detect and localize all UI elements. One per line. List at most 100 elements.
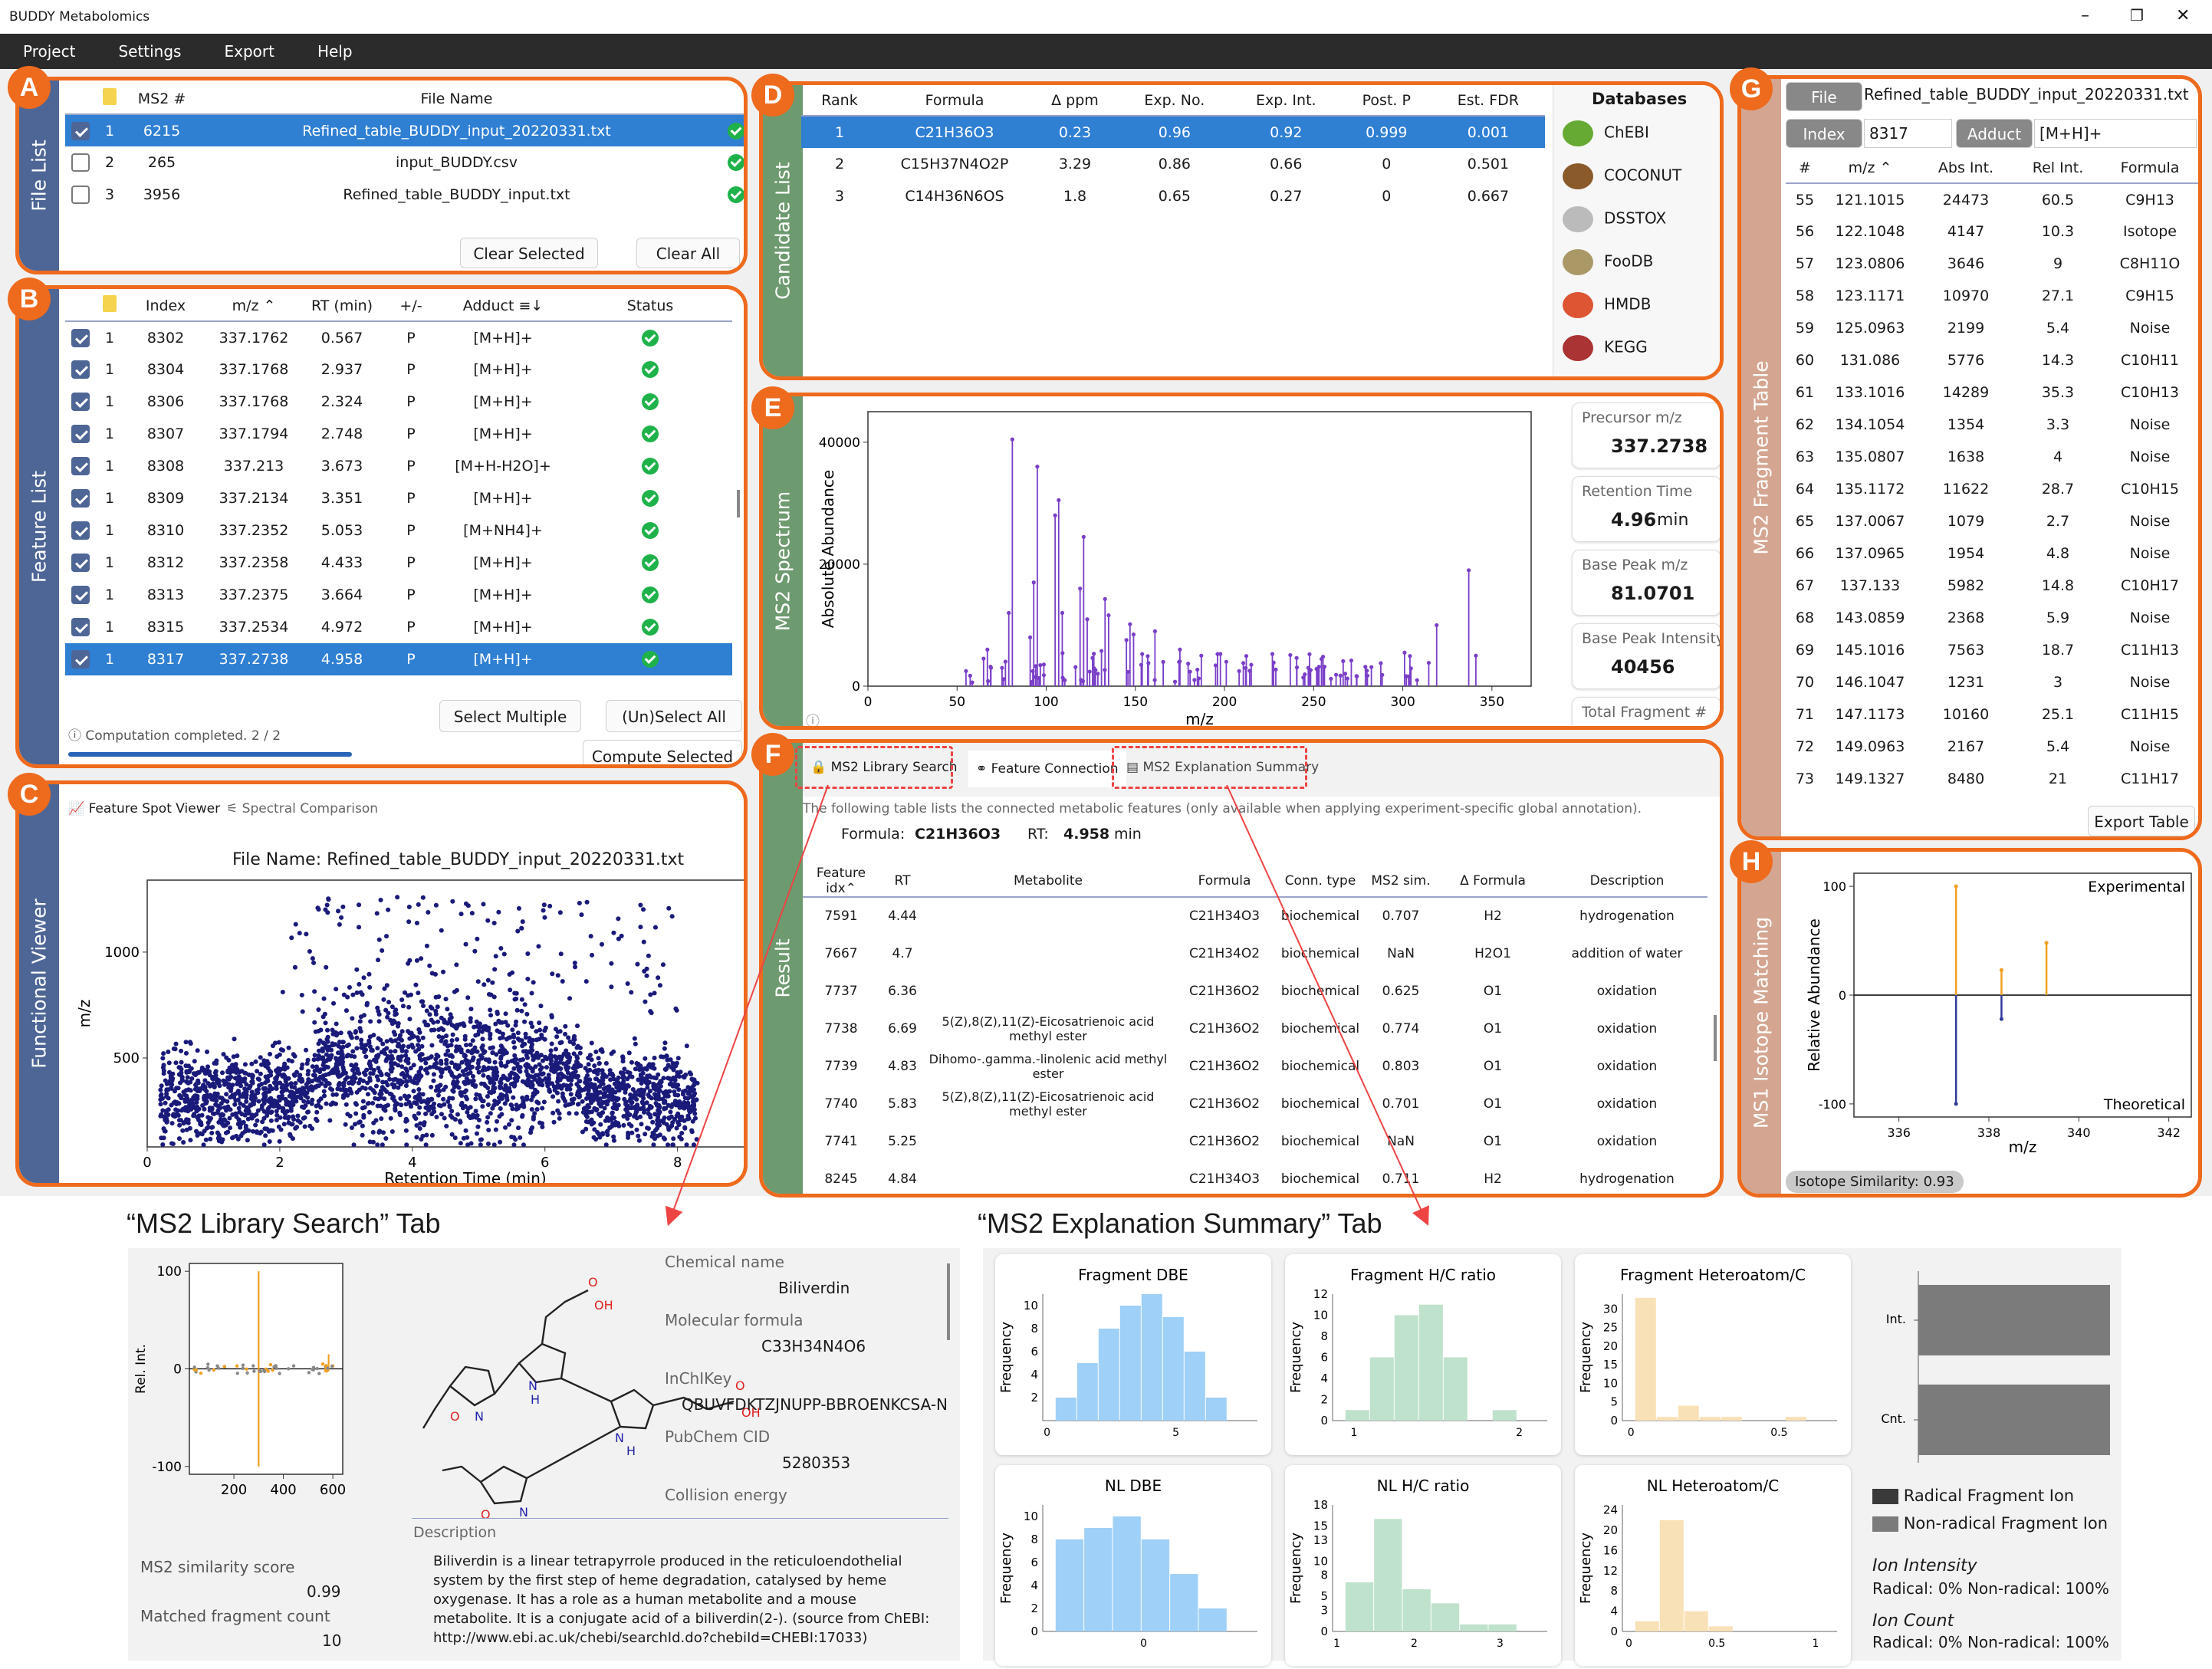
row-checkbox[interactable]	[71, 521, 90, 540]
table-row[interactable]: 71 147.1173 10160 25.1 C11H15	[1795, 706, 2179, 723]
adduct-button[interactable]: Adduct	[1956, 119, 2033, 148]
mirror-plot[interactable]: 200 400 600 100 0 -100 Rel. Int.	[128, 1248, 412, 1532]
menu-export[interactable]: Export	[224, 42, 274, 61]
row-checkbox[interactable]	[71, 425, 90, 443]
table-row[interactable]: 1 8306 337.1768 2.324 P [M+H]+	[65, 386, 732, 418]
table-row[interactable]: 68 143.0859 2368 5.9 Noise	[1795, 609, 2171, 626]
row-checkbox[interactable]	[71, 554, 90, 572]
table-row[interactable]: 67 137.133 5982 14.8 C10H17	[1795, 577, 2179, 594]
minimize-button[interactable]: –	[2081, 6, 2089, 25]
table-row[interactable]: 55 121.1015 24473 60.5 C9H13	[1795, 191, 2174, 209]
menu-project[interactable]: Project	[23, 42, 76, 61]
table-row[interactable]: 1 8310 337.2352 5.053 P [M+NH4]+	[65, 514, 732, 547]
table-row[interactable]: 1 8312 337.2358 4.433 P [M+H]+	[65, 547, 732, 579]
database-item[interactable]: ChEBI	[1563, 120, 1649, 146]
tab-feature-spot-viewer[interactable]: 📈 Feature Spot Viewer	[68, 801, 221, 816]
database-item[interactable]: HMDB	[1563, 292, 1651, 318]
database-item[interactable]: KEGG	[1563, 335, 1648, 361]
table-row[interactable]: 1 8313 337.2375 3.664 P [M+H]+	[65, 579, 732, 611]
table-row[interactable]: 1 8302 337.1762 0.567 P [M+H]+	[65, 321, 732, 353]
row-checkbox[interactable]	[71, 393, 90, 411]
table-row[interactable]: 3 C14H36N6OS 1.8 0.65 0.27 0 0.667	[834, 188, 1510, 205]
table-row[interactable]: 59 125.0963 2199 5.4 Noise	[1795, 320, 2171, 337]
table-row[interactable]: 63 135.0807 1638 4 Noise	[1795, 448, 2171, 465]
table-row[interactable]: 61 133.1016 14289 35.3 C10H13	[1795, 384, 2179, 401]
tab-spectral-comparison[interactable]: ⚟ Spectral Comparison	[226, 801, 379, 816]
table-row[interactable]: 1 8304 337.1768 2.937 P [M+H]+	[65, 353, 732, 386]
table-row[interactable]: 72 149.0963 2167 5.4 Noise	[1795, 738, 2171, 755]
row-checkbox[interactable]	[71, 328, 90, 347]
menu-settings[interactable]: Settings	[118, 42, 182, 61]
table-row[interactable]: 7738 6.69 5(Z),8(Z),11(Z)-Eicosatrienoic a…	[824, 1014, 1658, 1043]
histogram-chart[interactable]: NL DBE Frequency 0 2 4 6 8 10 0	[995, 1465, 1271, 1666]
sort-up-icon[interactable]: ⌃	[263, 297, 276, 314]
menu-help[interactable]: Help	[317, 42, 353, 61]
table-row[interactable]: 1 8307 337.1794 2.748 P [M+H]+	[65, 418, 732, 450]
export-table-button[interactable]: Export Table	[2088, 806, 2195, 836]
tab-ms2-explanation-summary[interactable]: ▤ MS2 Explanation Summary	[1126, 760, 1320, 775]
scrollbar-thumb[interactable]	[2198, 416, 2201, 478]
scrollbar-thumb[interactable]	[1714, 1015, 1717, 1061]
restore-button[interactable]: ❐	[2130, 6, 2144, 25]
file-button[interactable]: File	[1786, 82, 1862, 111]
table-row[interactable]: 64 135.1172 11622 28.7 C10H15	[1795, 481, 2179, 498]
table-row[interactable]: 60 131.086 5776 14.3 C10H11	[1795, 352, 2179, 369]
histogram-chart[interactable]: NL Heteroatom/C Frequency 0 4 8 12 16 20 24 0 0.5 1	[1575, 1465, 1851, 1666]
table-row[interactable]: 57 123.0806 3646 9 C8H11O	[1795, 255, 2181, 272]
table-row[interactable]: 69 145.1016 7563 18.7 C11H13	[1795, 642, 2179, 659]
tab-feature-connection[interactable]: ⚭ Feature Connection	[968, 751, 1126, 787]
table-row[interactable]: 1 C21H36O3 0.23 0.96 0.92 0.999 0.001	[801, 116, 1545, 148]
table-row[interactable]: 65 137.0067 1079 2.7 Noise	[1795, 513, 2171, 530]
histogram-chart[interactable]: Fragment DBE Frequency 2 4 6 8 10 0 5	[995, 1254, 1271, 1455]
table-row[interactable]: 7667 4.7 C21H34O2 biochemical NaN H2O1 additio…	[824, 945, 1683, 961]
table-row[interactable]: 1 6215 Refined_table_BUDDY_input_20220331.…	[65, 114, 744, 146]
row-checkbox[interactable]	[71, 650, 90, 669]
clear-selected-button[interactable]: Clear Selected	[460, 238, 598, 268]
row-checkbox[interactable]	[71, 153, 90, 172]
histogram-chart[interactable]: Fragment Heteroatom/C Frequency 0 5 10 15 20 25…	[1575, 1254, 1851, 1455]
table-row[interactable]: 7741 5.25 C21H36O2 biochemical NaN O1 oxidatio…	[824, 1133, 1658, 1149]
feature-scatter-plot[interactable]: 0 2 4 6 8 500 1000 Retention Time (min) m/z	[59, 784, 748, 1187]
row-checkbox[interactable]	[71, 489, 90, 508]
sort-up-icon[interactable]: ⌃	[845, 881, 856, 896]
table-row[interactable]: 1 8309 337.2134 3.351 P [M+H]+	[65, 482, 732, 514]
table-row[interactable]: 2 265 input_BUDDY.csv	[65, 146, 744, 179]
table-row[interactable]: 7737 6.36 C21H36O2 biochemical 0.625 O1 oxidat…	[824, 983, 1658, 999]
table-row[interactable]: 1 8308 337.213 3.673 P [M+H-H2O]+	[65, 450, 732, 482]
table-row[interactable]: 70 146.1047 1231 3 Noise	[1795, 674, 2171, 691]
table-row[interactable]: 1 8317 337.2738 4.958 P [M+H]+	[65, 643, 732, 675]
table-row[interactable]: 1 8315 337.2534 4.972 P [M+H]+	[65, 611, 732, 643]
row-checkbox[interactable]	[71, 457, 90, 475]
table-row[interactable]: 73 149.1327 8480 21 C11H17	[1795, 770, 2179, 787]
tab-ms2-library-search[interactable]: 🔒 MS2 Library Search	[810, 760, 958, 775]
table-row[interactable]: 58 123.1171 10970 27.1 C9H15	[1795, 287, 2174, 304]
row-checkbox[interactable]	[71, 121, 90, 140]
ms2-spectrum-plot[interactable]: 0 50 100 150 200 250 300 350 0 20000 40000 m/z Absol…	[803, 396, 1569, 730]
index-button[interactable]: Index	[1786, 119, 1862, 148]
isotope-plot[interactable]: 336 338 340 342 100 0 -100 m/z Relative Abundanc…	[1781, 852, 2202, 1197]
table-row[interactable]: 7591 4.44 C21H34O3 biochemical 0.707 H2 hydrog…	[824, 908, 1675, 924]
database-item[interactable]: COCONUT	[1563, 163, 1681, 189]
table-row[interactable]: 7739 4.83 Dihomo-.gamma.-linolenic acid me…	[824, 1051, 1658, 1081]
table-row[interactable]: 3 3956 Refined_table_BUDDY_input.txt	[65, 179, 744, 211]
scrollbar-thumb[interactable]	[947, 1263, 950, 1340]
unselect-all-button[interactable]: (Un)Select All	[606, 700, 742, 732]
table-row[interactable]: 8245 4.84 C21H34O3 biochemical 0.711 H2 hydrog…	[824, 1171, 1675, 1187]
adduct-input[interactable]: [M+H]+	[2034, 119, 2197, 148]
sort-up-icon[interactable]: ⌃	[1879, 159, 1892, 176]
table-row[interactable]: 7740 5.83 5(Z),8(Z),11(Z)-Eicosatrienoic a…	[824, 1089, 1658, 1119]
table-row[interactable]: 2 C15H37N4O2P 3.29 0.86 0.66 0 0.501	[834, 156, 1510, 172]
table-row[interactable]: 62 134.1054 1354 3.3 Noise	[1795, 416, 2171, 433]
row-checkbox[interactable]	[71, 618, 90, 636]
close-button[interactable]: ✕	[2176, 6, 2191, 25]
scrollbar-thumb[interactable]	[737, 490, 740, 517]
row-checkbox[interactable]	[71, 186, 90, 204]
clear-all-button[interactable]: Clear All	[636, 238, 740, 268]
index-input[interactable]: 8317	[1864, 119, 1952, 148]
table-row[interactable]: 56 122.1048 4147 10.3 Isotope	[1795, 223, 2177, 240]
select-multiple-button[interactable]: Select Multiple	[439, 700, 581, 732]
table-row[interactable]: 66 137.0965 1954 4.8 Noise	[1795, 545, 2171, 562]
radical-bar-chart[interactable]: Int. Cnt.	[1865, 1256, 2118, 1509]
